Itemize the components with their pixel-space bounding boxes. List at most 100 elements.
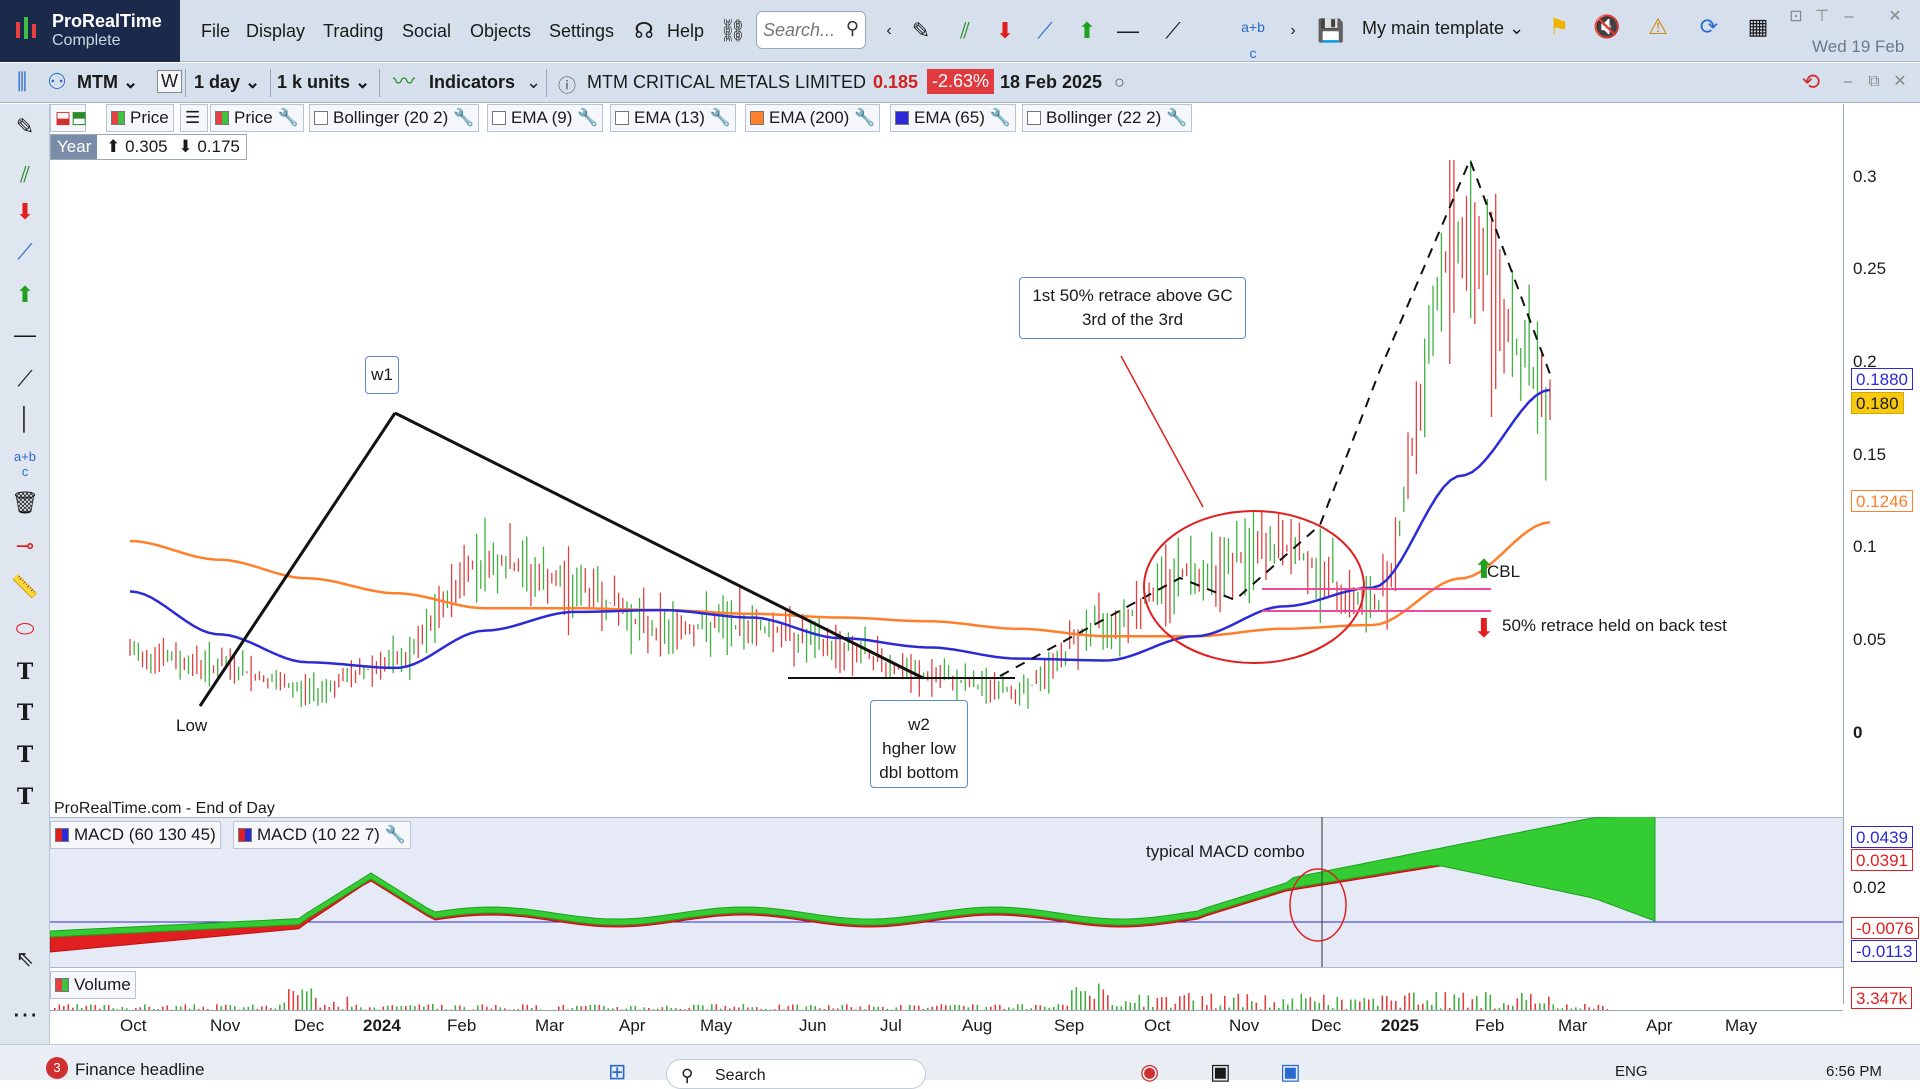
time-tick: Dec [1311, 1016, 1341, 1036]
buy-arrow-icon[interactable]: ⬆ [1072, 18, 1102, 44]
trend-tool-icon[interactable]: ⟋ [1030, 18, 1060, 44]
close-icon[interactable]: ✕ [1880, 4, 1910, 30]
legend-arrows[interactable]: ⬓⬒ [50, 104, 86, 132]
legend-price[interactable]: Price [106, 104, 174, 132]
pencil-icon[interactable]: ✎ [906, 18, 936, 44]
save-icon[interactable]: 💾 [1316, 18, 1346, 44]
template-dropdown[interactable]: My main template ⌄ [1362, 18, 1524, 39]
app-icon[interactable]: ▣ [1280, 1059, 1301, 1085]
more-icon[interactable]: ⋯ [8, 999, 42, 1029]
collapse-down-icon[interactable]: ⬓ [55, 108, 71, 127]
taskbar-search[interactable]: ⚲Search [666, 1059, 926, 1089]
ellipse-icon[interactable]: ⬭ [8, 614, 42, 644]
link-icon[interactable]: ⛓ [718, 18, 748, 44]
search-input[interactable]: Search...⚲ [756, 11, 866, 49]
menu-settings[interactable]: Settings [549, 21, 614, 42]
wrench-icon[interactable]: 🔧 [710, 108, 731, 127]
trend-tool-icon[interactable]: ⟋ [8, 237, 42, 267]
sell-arrow-icon[interactable]: ⬇ [8, 197, 42, 227]
pin-icon[interactable]: ⊤ [1807, 4, 1837, 30]
fib-fan-icon[interactable]: ⫽ [8, 160, 42, 190]
wrench-icon[interactable]: 🔧 [990, 108, 1011, 127]
buy-arrow-icon[interactable]: ⬆ [8, 280, 42, 310]
macd-positive-band [50, 817, 1655, 937]
cursor-icon[interactable]: ⇖ [8, 944, 42, 974]
text-tool-4-icon[interactable]: T [8, 782, 42, 812]
units-select[interactable]: 1 k units ⌄ [277, 72, 370, 93]
ruler-icon[interactable]: 📏 [8, 572, 42, 602]
pencil-icon[interactable]: ✎ [8, 112, 42, 142]
legend-ema-9[interactable]: EMA (9) 🔧 [487, 104, 603, 132]
segment-tool-icon[interactable]: ⟋ [8, 364, 42, 394]
wrench-icon[interactable]: 🔧 [1166, 108, 1187, 127]
macd-badge-d: -0.0113 [1851, 940, 1917, 962]
timeframe-select[interactable]: 1 day ⌄ [194, 72, 260, 93]
chevron-down-icon[interactable]: ⌄ [526, 72, 541, 93]
news-widget[interactable]: Finance headline [75, 1060, 204, 1080]
ticker-select[interactable]: MTM ⌄ [77, 72, 138, 93]
trash-icon[interactable]: 🗑 [8, 488, 42, 518]
candles-icon[interactable]: ⫼ [7, 69, 37, 95]
calculator-icon[interactable]: ▦ [1743, 14, 1773, 40]
menu-help[interactable]: Help [667, 21, 704, 42]
price-tick: 0.15 [1853, 445, 1886, 465]
alert-line-icon[interactable]: ⊸ [8, 531, 42, 561]
clock[interactable]: 6:56 PM [1826, 1063, 1882, 1080]
weekly-toggle[interactable]: W [157, 70, 182, 93]
legend-ema-65[interactable]: EMA (65) 🔧 [890, 104, 1016, 132]
sell-arrow-icon[interactable]: ⬇ [990, 18, 1020, 44]
link-chart-icon[interactable]: ⚇ [42, 69, 72, 95]
legend-ema-13[interactable]: EMA (13) 🔧 [610, 104, 736, 132]
wrench-icon[interactable]: 🔧 [854, 108, 875, 127]
info-icon[interactable]: ⓘ [558, 72, 576, 98]
flag-icon[interactable]: ⚑ [1544, 14, 1574, 40]
refresh-icon[interactable]: ⟲ [1796, 69, 1826, 95]
panel-close-icon[interactable]: ✕ [1885, 69, 1915, 95]
menu-social[interactable]: Social [402, 21, 451, 42]
volume-bar [1490, 995, 1492, 1010]
indicators-icon[interactable]: 〰 [389, 69, 419, 95]
fib-fan-icon[interactable]: ⫽ [950, 18, 980, 44]
chrome-icon[interactable]: ◉ [1140, 1059, 1159, 1085]
list-icon[interactable]: ☰ [180, 104, 208, 132]
volume-bar [306, 991, 308, 1010]
wrench-icon[interactable]: 🔧 [277, 108, 298, 127]
alerts-icon[interactable]: ⚠ [1643, 14, 1673, 40]
sound-off-icon[interactable]: 🔇 [1592, 14, 1622, 40]
sync-icon[interactable]: ⟳ [1694, 14, 1724, 40]
menu-display[interactable]: Display [246, 21, 305, 42]
wrench-icon[interactable]: 🔧 [453, 108, 474, 127]
volume-bar [1130, 1002, 1132, 1010]
menu-objects[interactable]: Objects [470, 21, 531, 42]
text-tool-3-icon[interactable]: T [8, 740, 42, 770]
volume-bar [1265, 995, 1267, 1010]
legend-bollinger-20[interactable]: Bollinger (20 2) 🔧 [309, 104, 479, 132]
menu-trading[interactable]: Trading [323, 21, 383, 42]
collapse-left-icon[interactable]: ‹ [874, 18, 904, 44]
headset-icon[interactable]: ☊ [629, 18, 659, 44]
indicators-button[interactable]: Indicators [429, 72, 515, 93]
app-brand[interactable]: ProRealTime Complete [0, 0, 180, 62]
horizontal-line-icon[interactable]: — [1113, 18, 1143, 44]
legend-ema-200[interactable]: EMA (200) 🔧 [745, 104, 880, 132]
segment-tool-icon[interactable]: ⟋ [1158, 18, 1188, 44]
text-tool-1-icon[interactable]: T [8, 657, 42, 687]
menu-file[interactable]: File [201, 21, 230, 42]
minimize-icon[interactable]: – [1834, 4, 1864, 30]
app-icon[interactable]: ▣ [1210, 1059, 1231, 1085]
windows-start-icon[interactable]: ⊞ [608, 1059, 626, 1085]
collapse-up-icon[interactable]: ⬒ [71, 108, 87, 127]
language-indicator[interactable]: ENG [1615, 1063, 1648, 1080]
horizontal-line-icon[interactable]: — [8, 320, 42, 350]
wrench-icon[interactable]: 🔧 [577, 108, 598, 127]
expand-right-icon[interactable]: › [1278, 18, 1308, 44]
legend-volume[interactable]: Volume [50, 971, 136, 999]
vertical-line-icon[interactable]: │ [8, 404, 42, 434]
legend-bollinger-22[interactable]: Bollinger (22 2) 🔧 [1022, 104, 1192, 132]
text-tool-2-icon[interactable]: T [8, 698, 42, 728]
w1-label: w1 [365, 356, 399, 394]
legend-price-2[interactable]: Price 🔧 [210, 104, 304, 132]
